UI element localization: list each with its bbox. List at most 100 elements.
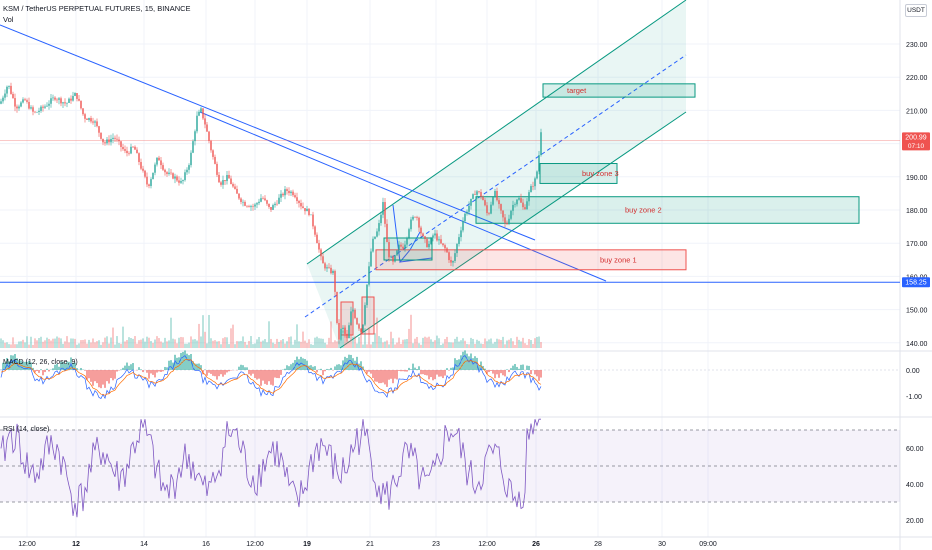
volume-bar xyxy=(466,344,468,348)
macd-bar xyxy=(268,370,270,382)
candle-body xyxy=(350,311,352,326)
macd-bar xyxy=(218,370,220,377)
volume-bar xyxy=(374,333,376,348)
volume-bar xyxy=(360,330,362,348)
candle-body xyxy=(116,138,118,140)
volume-bar xyxy=(306,342,308,348)
volume-bar xyxy=(118,343,120,348)
volume-bar xyxy=(388,344,390,348)
volume-bar xyxy=(304,340,306,348)
macd-bar xyxy=(398,370,400,371)
candle-body xyxy=(400,244,402,247)
volume-bar xyxy=(372,341,374,348)
volume-bar xyxy=(36,340,38,348)
candle-body xyxy=(48,103,50,106)
macd-bar xyxy=(94,370,96,382)
macd-bar xyxy=(86,370,88,381)
macd-bar xyxy=(56,363,58,370)
macd-bar xyxy=(160,370,162,372)
candle-body xyxy=(382,202,384,215)
volume-bar xyxy=(534,338,536,348)
volume-bar xyxy=(392,338,394,348)
macd-bar xyxy=(490,370,492,371)
volume-bar xyxy=(60,338,62,348)
volume-bar xyxy=(460,340,462,348)
macd-bar xyxy=(188,355,190,370)
macd-bar xyxy=(294,360,296,370)
volume-bar xyxy=(228,344,230,348)
volume-bar xyxy=(510,338,512,348)
volume-bar xyxy=(274,343,276,348)
volume-bar xyxy=(512,341,514,348)
macd-bar xyxy=(44,370,46,373)
macd-bar xyxy=(36,370,38,372)
volume-bar xyxy=(26,336,28,348)
candle-body xyxy=(130,146,132,154)
macd-bar xyxy=(140,369,142,370)
time-tick-4: 12:00 xyxy=(246,541,264,548)
macd-bar xyxy=(192,361,194,370)
volume-bar xyxy=(84,339,86,348)
candle-body xyxy=(54,97,56,100)
candle-body xyxy=(244,201,246,206)
zone-label-3: target xyxy=(567,86,587,95)
candle-body xyxy=(480,192,482,197)
macd-bar xyxy=(376,370,378,382)
unit-button[interactable]: USDT xyxy=(905,4,927,17)
volume-bar xyxy=(312,344,314,348)
candle-body xyxy=(50,98,52,104)
candle-body xyxy=(134,146,136,150)
volume-bar xyxy=(396,342,398,348)
candle-body xyxy=(264,198,266,201)
candle-body xyxy=(408,229,410,238)
price-tick-4: 190.00 xyxy=(906,175,928,182)
candle-body xyxy=(486,205,488,214)
macd-bar xyxy=(256,370,258,380)
macd-bar xyxy=(106,370,108,382)
macd-bar xyxy=(486,370,488,374)
time-tick-7: 23 xyxy=(432,541,440,548)
macd-bar xyxy=(128,365,130,370)
candle-body xyxy=(142,168,144,171)
candle-body xyxy=(442,243,444,246)
volume-bar xyxy=(58,337,60,348)
volume-bar xyxy=(340,339,342,348)
candle-body xyxy=(528,192,530,202)
candle-body xyxy=(474,194,476,195)
macd-bar xyxy=(258,370,260,379)
candle-body xyxy=(152,172,154,180)
volume-bar xyxy=(470,337,472,348)
volume-bar xyxy=(68,342,70,348)
macd-bar xyxy=(74,362,76,370)
volume-bar xyxy=(224,337,226,348)
volume-bar xyxy=(42,341,44,348)
candle-body xyxy=(432,235,434,238)
macd-bar xyxy=(496,370,498,375)
volume-bar xyxy=(80,340,82,348)
candle-body xyxy=(224,180,226,182)
candle-body xyxy=(246,205,248,207)
macd-bar xyxy=(508,370,510,373)
macd-bar xyxy=(168,360,170,370)
macd-bar xyxy=(540,370,542,378)
volume-bar xyxy=(380,337,382,348)
candle-body xyxy=(144,170,146,177)
candle-body xyxy=(390,256,392,258)
macd-bar xyxy=(264,370,266,384)
candle-body xyxy=(44,106,46,108)
volume-label: Vol xyxy=(3,15,14,24)
volume-bar xyxy=(376,317,378,348)
volume-bar xyxy=(428,336,430,348)
volume-bar xyxy=(108,343,110,348)
volume-bar xyxy=(0,338,2,348)
macd-bar xyxy=(420,370,422,375)
zone-box-3 xyxy=(542,83,696,98)
macd-bar xyxy=(210,370,212,374)
candle-body xyxy=(496,190,498,201)
volume-bar xyxy=(528,339,530,348)
volume-bar xyxy=(56,336,58,348)
volume-bar xyxy=(366,344,368,348)
volume-bar xyxy=(272,342,274,348)
candle-body xyxy=(254,204,256,207)
